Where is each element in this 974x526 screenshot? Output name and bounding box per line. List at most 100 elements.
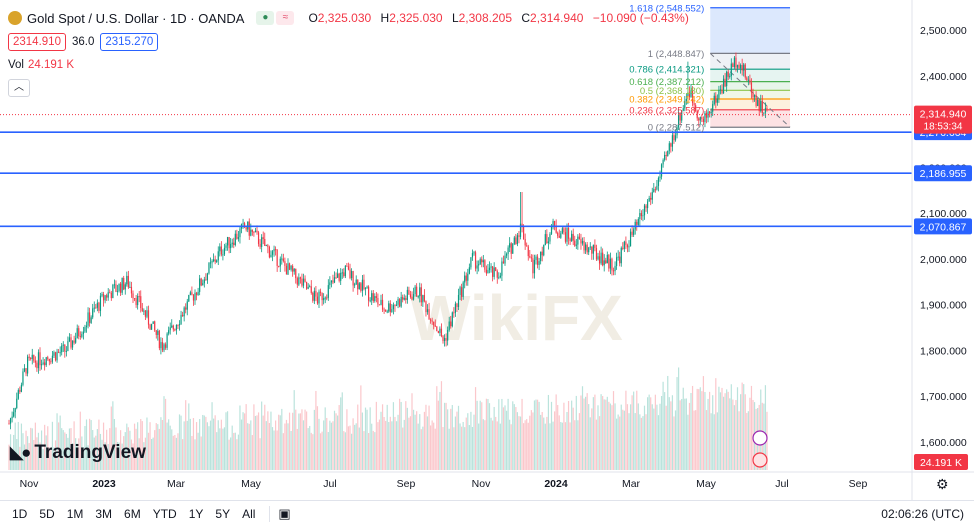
candle-body bbox=[37, 352, 40, 369]
volume-bar bbox=[335, 413, 337, 470]
volume-bar bbox=[164, 398, 167, 470]
volume-bar bbox=[543, 417, 545, 470]
candle-body bbox=[349, 269, 351, 279]
candle-body bbox=[428, 309, 430, 320]
candle-body bbox=[533, 259, 536, 274]
volume-bar bbox=[569, 422, 571, 470]
calendar-icon[interactable]: ▣ bbox=[278, 505, 291, 521]
candle-body bbox=[749, 79, 751, 83]
candle-body bbox=[650, 197, 652, 200]
volume-bar bbox=[710, 413, 712, 470]
volume-bar bbox=[203, 415, 205, 470]
volume-bar bbox=[191, 435, 193, 470]
candle-body bbox=[355, 279, 357, 285]
candle-body bbox=[690, 90, 692, 97]
range-1m-button[interactable]: 1M bbox=[66, 506, 84, 521]
candle-body bbox=[259, 243, 261, 247]
volume-bar bbox=[637, 403, 639, 470]
candle-body bbox=[755, 94, 757, 106]
volume-bar bbox=[44, 424, 46, 470]
candle-body bbox=[138, 296, 140, 298]
candle-body bbox=[171, 325, 173, 328]
candle-body bbox=[127, 275, 129, 288]
candle-body bbox=[420, 287, 422, 303]
volume-bar bbox=[253, 404, 255, 470]
volume-bar bbox=[476, 400, 478, 470]
volume-bar bbox=[535, 399, 537, 470]
candle-body bbox=[425, 301, 427, 313]
tradingview-logo[interactable]: ◣● TradingView bbox=[10, 442, 146, 464]
volume-bar bbox=[529, 415, 531, 470]
candle-body bbox=[222, 254, 224, 256]
volume-bar bbox=[443, 402, 446, 470]
range-5d-button[interactable]: 5D bbox=[39, 506, 55, 521]
clock[interactable]: 02:06:26 (UTC) bbox=[881, 507, 964, 521]
volume-bar bbox=[391, 421, 393, 470]
bid-button[interactable]: 2314.910 bbox=[8, 33, 66, 51]
candle-body bbox=[554, 221, 556, 226]
volume-bar bbox=[51, 421, 54, 470]
symbol-title[interactable]: Gold Spot / U.S. Dollar · 1D · OANDA bbox=[27, 10, 245, 26]
volume-bar bbox=[106, 429, 108, 470]
volume-bar bbox=[575, 395, 577, 470]
candle-body bbox=[578, 236, 581, 239]
candle-body bbox=[566, 228, 568, 242]
volume-bar bbox=[741, 382, 743, 470]
candle-body bbox=[414, 286, 416, 295]
last-price-label: 2,314.940 bbox=[920, 109, 967, 121]
candle-body bbox=[67, 341, 69, 351]
candle-body bbox=[561, 228, 563, 234]
candle-body bbox=[231, 242, 233, 245]
volume-bar bbox=[40, 430, 43, 470]
volume-bar bbox=[265, 421, 267, 470]
volume-bar bbox=[357, 404, 359, 470]
volume-bar bbox=[518, 416, 520, 470]
volume-bar bbox=[132, 443, 134, 470]
candle-body bbox=[412, 294, 415, 300]
range-3m-button[interactable]: 3M bbox=[95, 506, 113, 521]
candle-body bbox=[302, 278, 305, 286]
candle-body bbox=[515, 237, 517, 245]
volume-bar bbox=[149, 422, 151, 470]
volume-bar bbox=[434, 428, 436, 470]
eye-icon[interactable]: ● bbox=[256, 11, 275, 25]
spread-value: 36.0 bbox=[71, 36, 95, 48]
candle-body bbox=[288, 263, 291, 270]
ask-button[interactable]: 2315.270 bbox=[100, 33, 159, 51]
volume-bar bbox=[284, 423, 286, 470]
candle-body bbox=[753, 94, 756, 98]
candle-body bbox=[608, 254, 610, 269]
volume-bar bbox=[183, 421, 185, 470]
candle-body bbox=[234, 233, 236, 246]
volume-bar bbox=[316, 406, 319, 470]
gear-icon[interactable]: ⚙ bbox=[936, 476, 949, 492]
collapse-legend-button[interactable]: ︿ bbox=[8, 79, 30, 97]
candle-body bbox=[368, 286, 370, 301]
range-1y-button[interactable]: 1Y bbox=[188, 506, 204, 521]
range-all-button[interactable]: All bbox=[242, 506, 256, 521]
x-tick-label: May bbox=[241, 478, 262, 490]
range-ytd-button[interactable]: YTD bbox=[152, 506, 177, 521]
volume-bar bbox=[144, 437, 147, 470]
candle-body bbox=[492, 266, 494, 277]
volume-bar bbox=[326, 417, 328, 470]
volume-bar bbox=[670, 401, 672, 470]
volume-bar bbox=[473, 414, 475, 470]
candle-body bbox=[600, 252, 602, 264]
candle-body bbox=[130, 286, 133, 294]
candle-body bbox=[377, 298, 379, 305]
candle-body bbox=[496, 271, 498, 278]
wave-icon[interactable]: ≈ bbox=[276, 11, 295, 25]
range-5y-button[interactable]: 5Y bbox=[215, 506, 231, 521]
volume-bar bbox=[192, 418, 195, 470]
candle-body bbox=[248, 221, 250, 236]
range-1d-button[interactable]: 1D bbox=[12, 506, 28, 521]
volume-bar bbox=[217, 420, 219, 470]
range-6m-button[interactable]: 6M bbox=[124, 506, 141, 521]
volume-bar bbox=[682, 387, 684, 470]
candle-body bbox=[657, 177, 660, 186]
volume-bar bbox=[135, 428, 137, 470]
volume-bar bbox=[457, 405, 460, 470]
volume-bar bbox=[422, 426, 424, 470]
